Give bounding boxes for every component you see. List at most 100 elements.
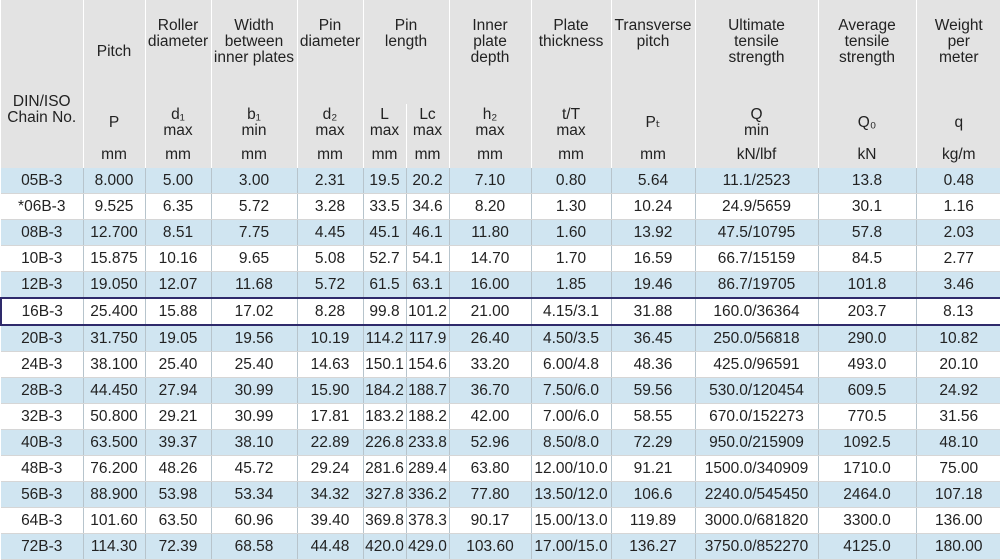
table-cell: 30.99 [210, 377, 297, 404]
header-plate-thickness: Plate thickness [530, 0, 612, 104]
table-cell: 107.18 [915, 481, 1000, 508]
table-row: 08B-3 12.700 8.51 7.75 4.45 45.1 46.1 11.80 1.60… [1, 219, 1000, 246]
table-cell: 154.6 [405, 351, 450, 378]
symbol-cell: d₁ max [144, 104, 211, 142]
table-cell: 3300.0 [817, 507, 917, 534]
table-cell: 34.32 [296, 481, 363, 508]
table-cell: 378.3 [405, 507, 450, 534]
table-cell: 16.59 [610, 245, 696, 272]
table-cell: 63.1 [405, 271, 450, 299]
chain-no-cell: 20B-3 [1, 325, 83, 352]
symbol-cell: Q₀ [817, 104, 917, 142]
unit-cell: mm [530, 142, 612, 168]
chain-no-cell: 24B-3 [1, 351, 83, 378]
table-cell: 39.37 [144, 429, 211, 456]
chain-no-cell: 72B-3 [1, 533, 83, 560]
unit-cell: kg/m [915, 142, 1000, 168]
table-cell: 38.10 [210, 429, 297, 456]
table-cell: 19.56 [210, 325, 297, 352]
table-cell: 31.750 [82, 325, 145, 352]
table-cell: 45.72 [210, 455, 297, 482]
chain-no-cell: 10B-3 [1, 245, 83, 272]
table-row: 10B-3 15.875 10.16 9.65 5.08 52.7 54.1 14.70 1.7… [1, 245, 1000, 272]
table-cell: 57.8 [817, 219, 917, 246]
header-pin-diameter: Pin diameter [296, 0, 363, 104]
table-row: *06B-3 9.525 6.35 5.72 3.28 33.5 34.6 8.20 1.30 1… [1, 193, 1000, 220]
table-cell: 48.10 [915, 429, 1000, 456]
table-cell: 60.96 [210, 507, 297, 534]
table-cell: 30.99 [210, 403, 297, 430]
table-cell: 63.80 [448, 455, 532, 482]
table-cell: 50.800 [82, 403, 145, 430]
table-cell: 38.100 [82, 351, 145, 378]
table-cell: 17.81 [296, 403, 363, 430]
table-cell: 10.16 [144, 245, 211, 272]
table-cell: 290.0 [817, 325, 917, 352]
unit-cell: mm [144, 142, 211, 168]
table-cell: 3000.0/681820 [694, 507, 819, 534]
chain-no-cell: 28B-3 [1, 377, 83, 404]
table-cell: 188.2 [405, 403, 450, 430]
table-cell: 250.0/56818 [694, 325, 819, 352]
table-cell: 15.90 [296, 377, 363, 404]
table-cell: 31.88 [610, 297, 696, 326]
table-cell: 2240.0/545450 [694, 481, 819, 508]
table-cell: 39.40 [296, 507, 363, 534]
table-cell: 12.07 [144, 271, 211, 299]
header-average-tensile-strength: Average tensile strength [817, 0, 917, 104]
table-cell: 8.20 [448, 193, 532, 220]
table-cell: 36.45 [610, 325, 696, 352]
table-cell: 11.68 [210, 271, 297, 299]
table-cell: 11.80 [448, 219, 532, 246]
table-row: 28B-3 44.450 27.94 30.99 15.90 184.2 188.7 36.7… [1, 377, 1000, 404]
table-cell: 90.17 [448, 507, 532, 534]
chain-no-cell: 12B-3 [1, 271, 83, 299]
table-cell: 233.8 [405, 429, 450, 456]
table-cell: 11.1/2523 [694, 168, 819, 194]
table-cell: 8.13 [915, 297, 1000, 326]
table-cell: 76.200 [82, 455, 145, 482]
table-cell: 31.56 [915, 403, 1000, 430]
table-cell: 58.55 [610, 403, 696, 430]
table-cell: 12.00/10.0 [530, 455, 612, 482]
table-cell: 106.6 [610, 481, 696, 508]
table-cell: 44.48 [296, 533, 363, 560]
table-cell: 52.7 [362, 245, 406, 272]
table-cell: 425.0/96591 [694, 351, 819, 378]
table-cell: 7.00/6.0 [530, 403, 612, 430]
table-cell: 336.2 [405, 481, 450, 508]
table-cell: 1.85 [530, 271, 612, 299]
table-cell: 5.08 [296, 245, 363, 272]
table-cell: 12.700 [82, 219, 145, 246]
table-cell: 91.21 [610, 455, 696, 482]
table-cell: 101.8 [817, 271, 917, 299]
header-weight-per-meter: Weight per meter [915, 0, 1000, 104]
table-cell: 7.75 [210, 219, 297, 246]
table-cell: 84.5 [817, 245, 917, 272]
table-cell: 10.24 [610, 193, 696, 220]
table-cell: 369.8 [362, 507, 406, 534]
table-cell: 3750.0/852270 [694, 533, 819, 560]
table-cell: 770.5 [817, 403, 917, 430]
table-cell: 420.0 [362, 533, 406, 560]
table-cell: 3.00 [210, 168, 297, 194]
unit-cell: mm [296, 142, 363, 168]
table-cell: 24.92 [915, 377, 1000, 404]
table-cell: 8.50/8.0 [530, 429, 612, 456]
chain-no-cell: 56B-3 [1, 481, 83, 508]
table-cell: 3.28 [296, 193, 363, 220]
table-cell: 72.29 [610, 429, 696, 456]
table-cell: 150.1 [362, 351, 406, 378]
table-cell: 20.2 [405, 168, 450, 194]
table-cell: 160.0/36364 [694, 297, 819, 326]
table-cell: 8.28 [296, 297, 363, 326]
unit-cell: mm [210, 142, 297, 168]
table-row: 12B-3 19.050 12.07 11.68 5.72 61.5 63.1 16.00 1.… [1, 271, 1000, 299]
table-cell: 25.40 [144, 351, 211, 378]
symbol-cell: Q min [694, 104, 819, 142]
table-cell: 4125.0 [817, 533, 917, 560]
table-cell: 14.70 [448, 245, 532, 272]
chain-no-cell: 64B-3 [1, 507, 83, 534]
table-cell: 19.050 [82, 271, 145, 299]
table-cell: 7.10 [448, 168, 532, 194]
